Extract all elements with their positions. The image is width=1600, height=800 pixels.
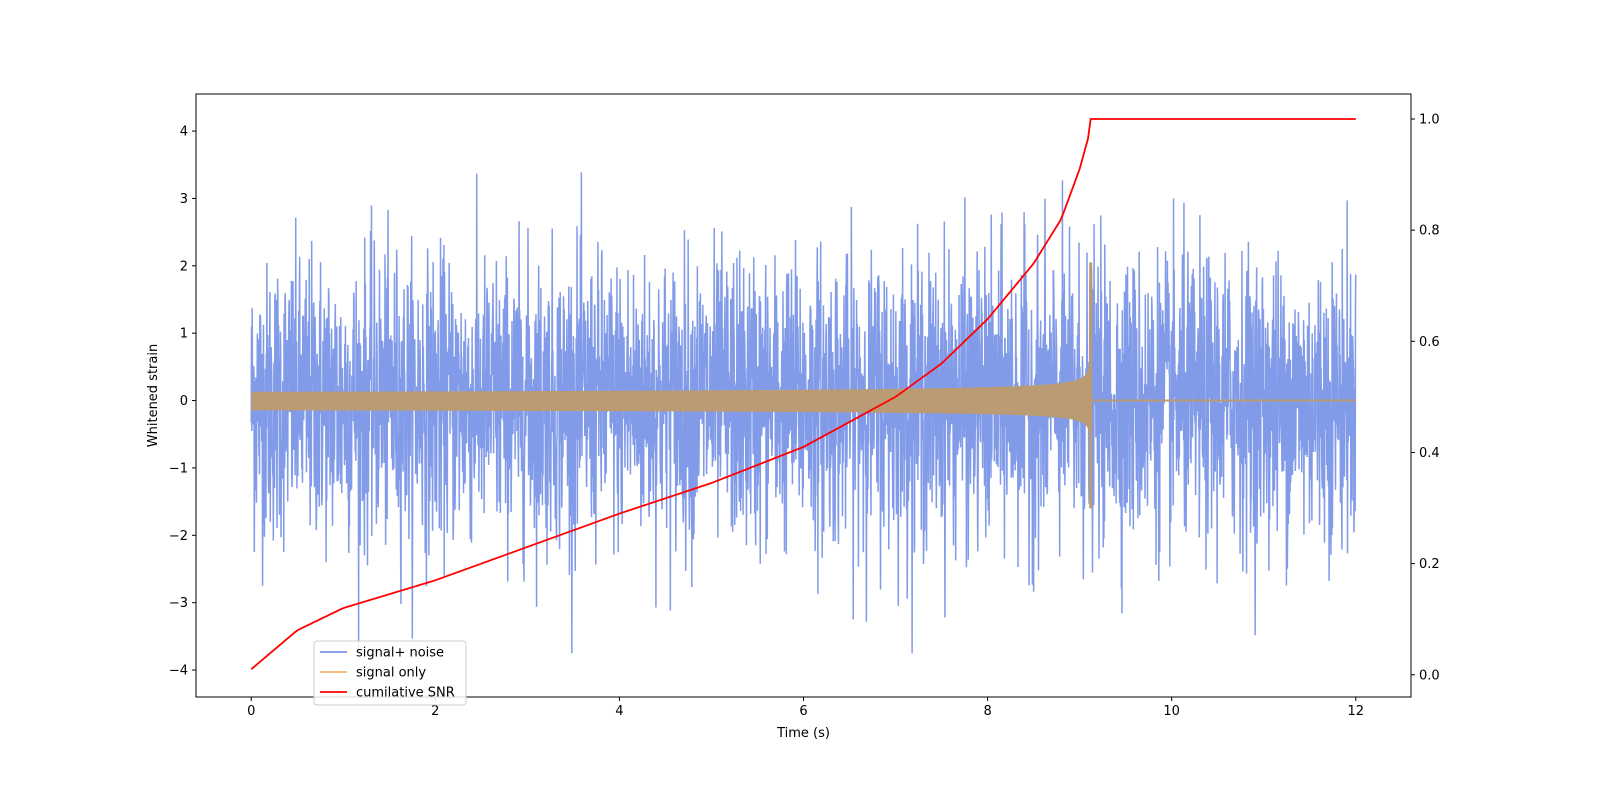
y-tick-label: −2 bbox=[169, 529, 188, 544]
series-cumulative-snr bbox=[250, 118, 1356, 670]
x-axis: 0 2 4 6 8 10 12 bbox=[247, 697, 1364, 719]
y-tick-label: 0 bbox=[180, 394, 188, 409]
x-tick-label: 0 bbox=[247, 704, 255, 719]
legend-label: signal+ noise bbox=[356, 646, 444, 661]
y-tick-label: −4 bbox=[169, 664, 188, 679]
x-tick-label: 6 bbox=[799, 704, 807, 719]
x-tick-label: 2 bbox=[431, 704, 439, 719]
y-tick-label: 3 bbox=[180, 192, 188, 207]
y-tick-label: −3 bbox=[169, 596, 188, 611]
y-tick-label: 1 bbox=[180, 327, 188, 342]
y2-tick-label: 0.8 bbox=[1419, 224, 1440, 239]
x-tick-label: 10 bbox=[1163, 704, 1180, 719]
x-tick-label: 12 bbox=[1347, 704, 1364, 719]
y2-tick-label: 1.0 bbox=[1419, 113, 1440, 128]
x-tick-label: 4 bbox=[615, 704, 623, 719]
series-signal-only bbox=[251, 262, 1356, 509]
y-axis-label: Whitened strain bbox=[146, 344, 161, 447]
y2-tick-label: 0.6 bbox=[1419, 335, 1440, 350]
y-tick-label: −1 bbox=[169, 461, 188, 476]
y2-tick-label: 0.0 bbox=[1419, 668, 1440, 683]
y-axis-left: −4 −3 −2 −1 0 1 2 3 4 bbox=[169, 125, 196, 679]
x-tick-label: 8 bbox=[983, 704, 991, 719]
cumulative-snr-line bbox=[250, 118, 1356, 670]
x-axis-label: Time (s) bbox=[776, 726, 830, 741]
legend: signal+ noise signal only cumilative SNR bbox=[313, 640, 467, 706]
y2-tick-label: 0.4 bbox=[1419, 446, 1440, 461]
legend-label: cumilative SNR bbox=[356, 686, 455, 701]
signal-noise-line bbox=[250, 172, 1357, 654]
plot-area bbox=[250, 118, 1357, 670]
legend-box bbox=[313, 640, 467, 706]
signal-only-band bbox=[251, 365, 1091, 433]
series-signal-noise bbox=[250, 172, 1357, 654]
y-axis-right: 0.0 0.2 0.4 0.6 0.8 1.0 bbox=[1411, 113, 1440, 683]
legend-label: signal only bbox=[356, 666, 426, 681]
y2-tick-label: 0.2 bbox=[1419, 557, 1440, 572]
y-tick-label: 2 bbox=[180, 259, 188, 274]
y-tick-label: 4 bbox=[180, 125, 188, 140]
